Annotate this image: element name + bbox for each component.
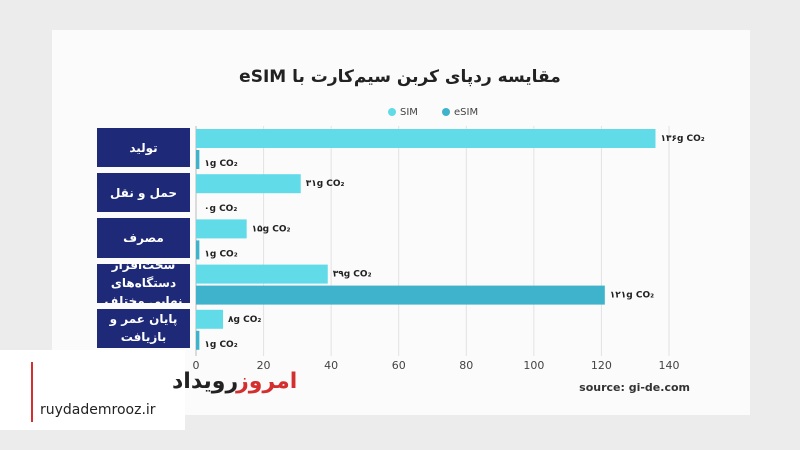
bar [196, 330, 200, 350]
bar [196, 309, 224, 329]
value-label: ۰g CO₂ [204, 204, 237, 214]
value-label: ۱g CO₂ [204, 249, 237, 259]
category-label: پایان عمر و بازیافت [97, 308, 190, 348]
value-label: ۱۳۶g CO₂ [660, 134, 704, 144]
logo-part: رویداد [172, 369, 238, 394]
value-label: ۱۵g CO₂ [252, 224, 291, 234]
watermark: امروزرویداد ruydademrooz.ir [0, 350, 297, 430]
source: source: gi-de.com [579, 381, 690, 394]
x-tick-label: 100 [523, 359, 544, 372]
x-tick-label: 120 [591, 359, 612, 372]
bar [196, 129, 656, 148]
bar [196, 285, 605, 305]
legend-marker [442, 108, 450, 116]
bar [196, 219, 247, 239]
value-label: ۱g CO₂ [204, 159, 237, 169]
category-label: حمل و نقل [97, 173, 190, 213]
value-label: ۸g CO₂ [228, 315, 261, 325]
value-label: ۱g CO₂ [204, 340, 237, 350]
legend-marker [388, 108, 396, 116]
bar [196, 240, 200, 260]
x-tick-label: 40 [324, 359, 338, 372]
value-label: ۱۲۱g CO₂ [610, 291, 654, 301]
bar [196, 264, 328, 284]
category-label: مصرف [97, 218, 190, 258]
bar [196, 174, 301, 194]
x-tick-label: 80 [459, 359, 473, 372]
x-tick-label: 0 [193, 359, 200, 372]
category-label: تولید [97, 128, 190, 168]
category-box: سخت‌افزار دستگاه‌های نهایی مختلف [97, 263, 190, 303]
bar [196, 150, 200, 169]
legend-label: SIM [400, 107, 418, 118]
category-box: حمل و نقل [97, 173, 190, 213]
logo-part: امروز [235, 369, 297, 394]
x-tick-label: 20 [257, 359, 271, 372]
x-tick-label: 60 [392, 359, 406, 372]
x-tick-label: 140 [659, 359, 680, 372]
category-box: پایان عمر و بازیافت [97, 308, 190, 348]
watermark-box [0, 350, 185, 430]
value-label: ۳۱g CO₂ [306, 179, 345, 189]
chart-title: مقایسه ردپای کربن سیم‌کارت با eSIM [239, 67, 561, 87]
watermark-url: ruydademrooz.ir [40, 402, 156, 418]
legend-label: eSIM [454, 107, 478, 118]
value-label: ۳۹g CO₂ [333, 270, 372, 280]
category-box: مصرف [97, 218, 190, 258]
watermark-logo: امروزرویداد [172, 369, 297, 394]
category-label: سخت‌افزار دستگاه‌های نهایی مختلف [97, 263, 190, 303]
category-box: تولید [97, 128, 190, 168]
